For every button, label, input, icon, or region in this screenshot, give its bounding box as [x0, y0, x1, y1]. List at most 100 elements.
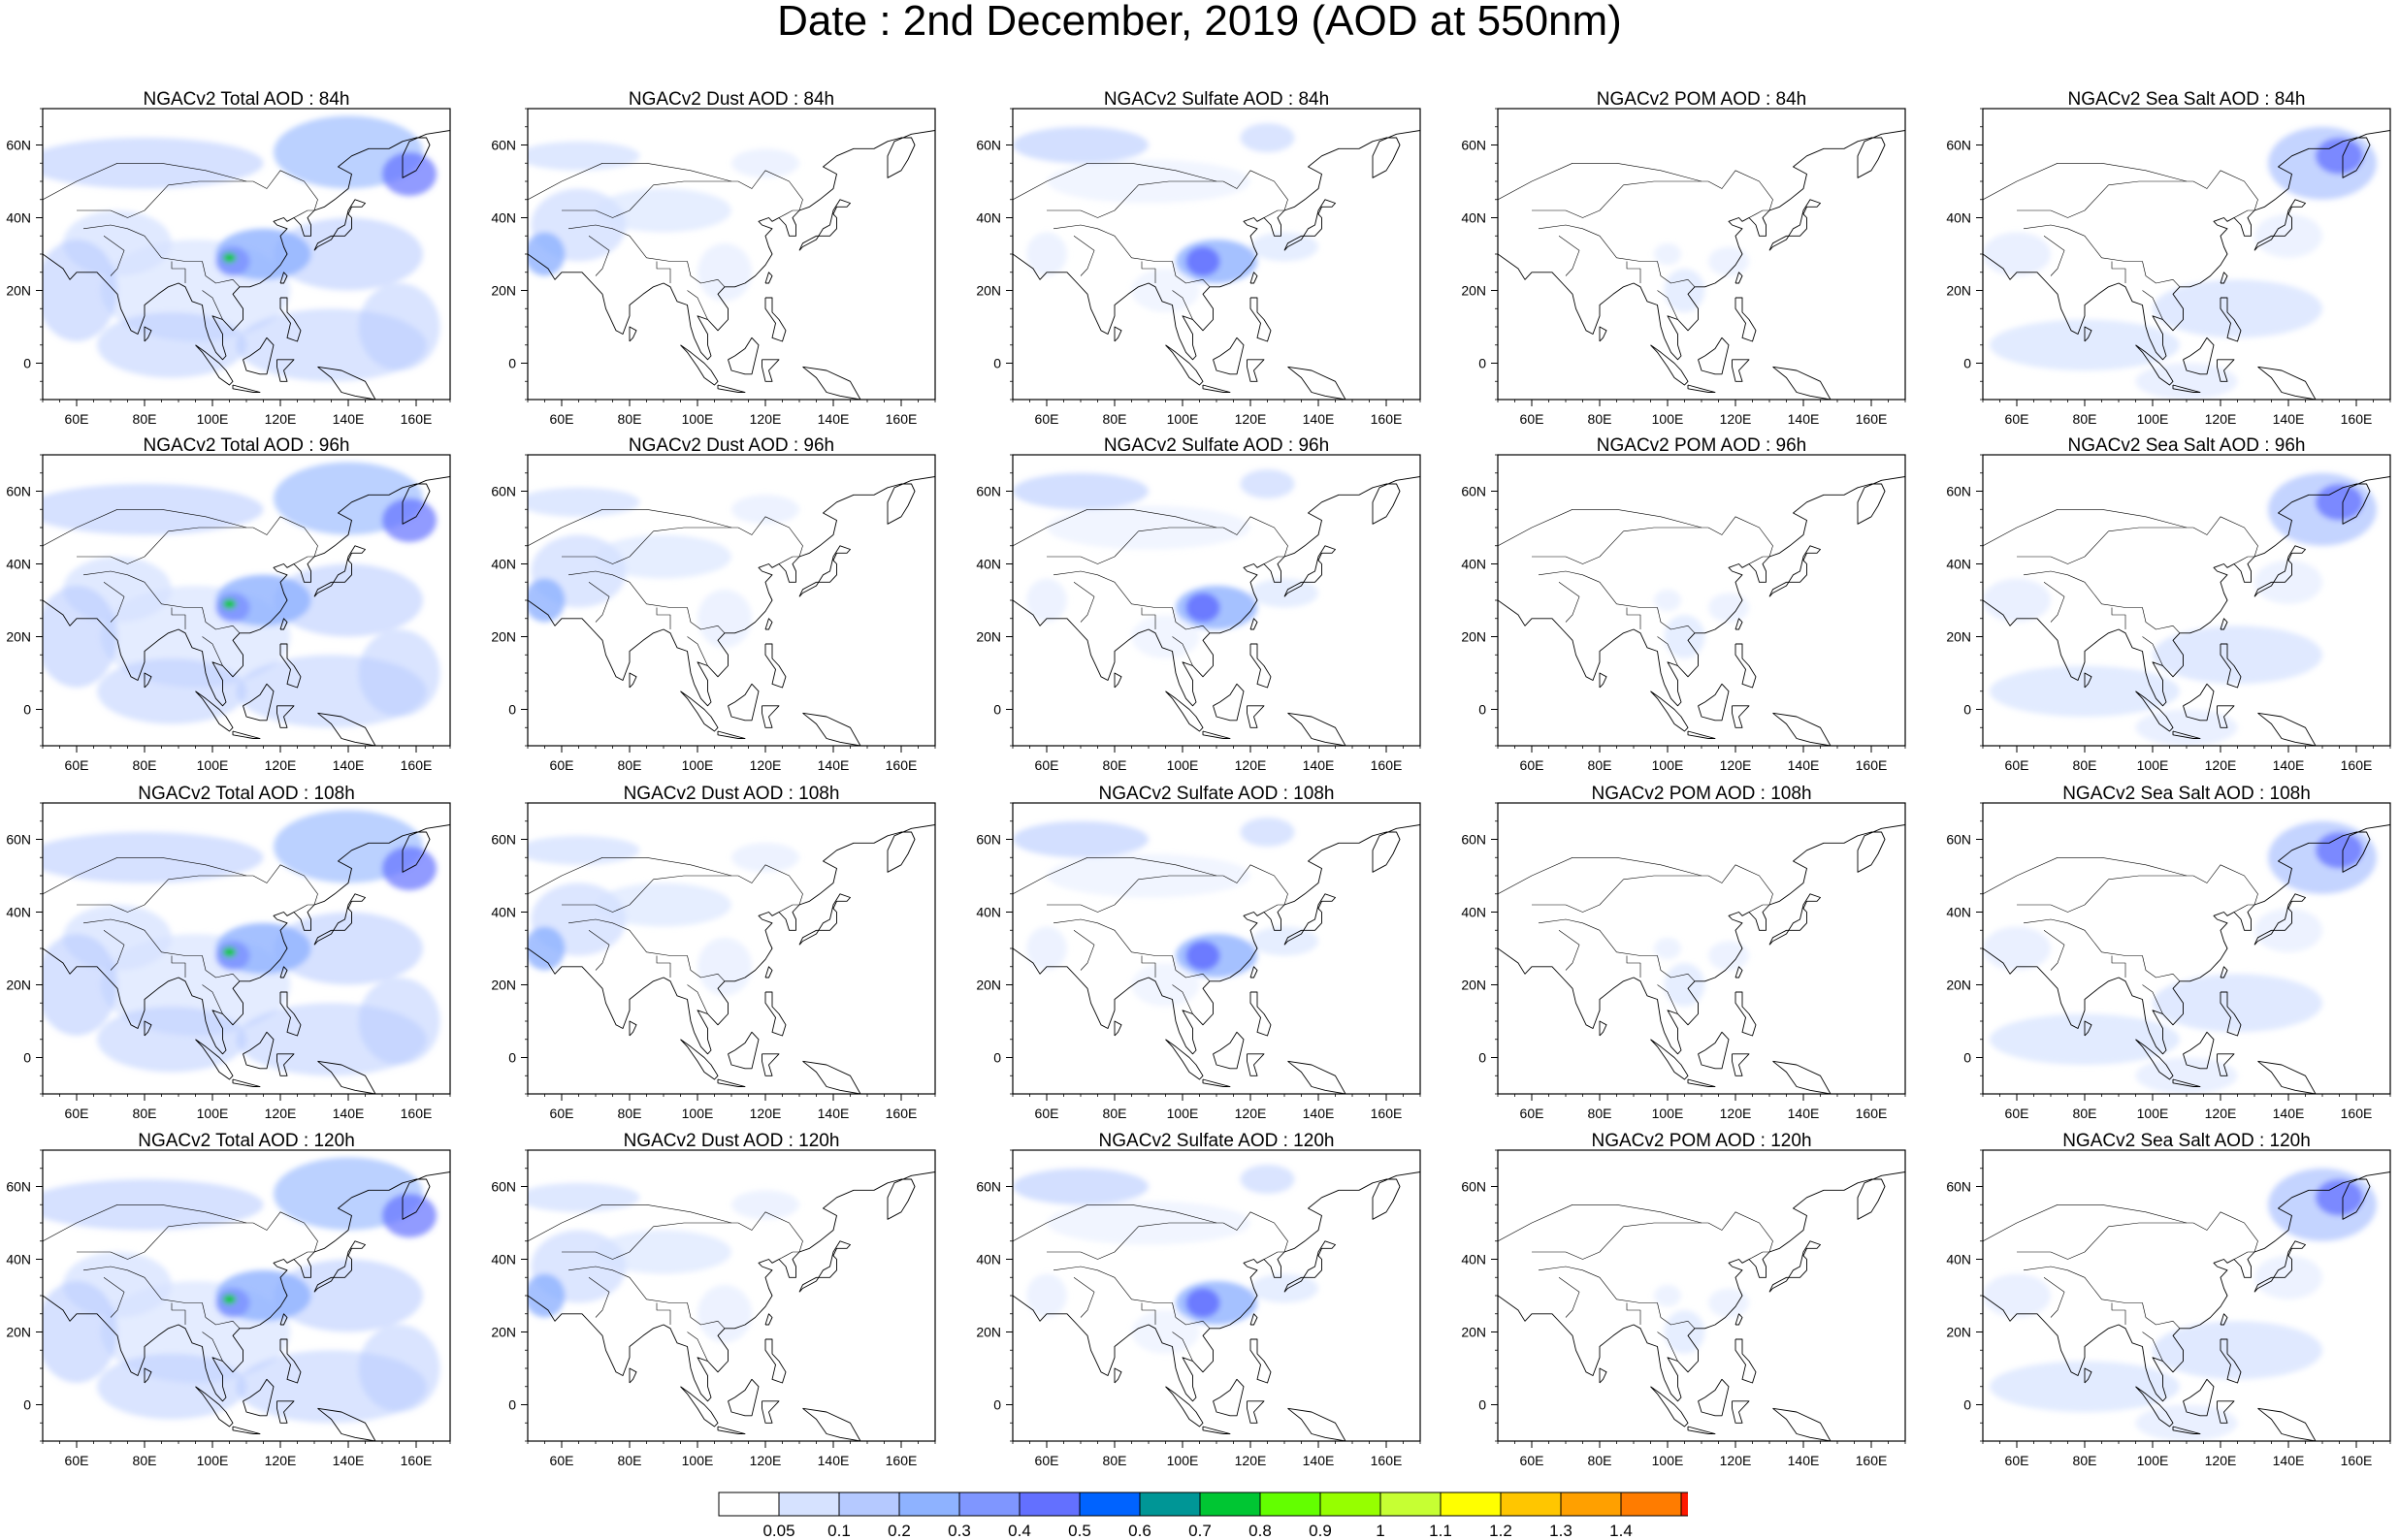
coastline [764, 1338, 787, 1384]
aod-contour [43, 1281, 117, 1383]
colorbar-box [1319, 1492, 1381, 1517]
aod-map: 60E 80E 100E 120E 140E 160E 60N 40N 20N 0 [1461, 454, 1906, 773]
lon-tick-label: 60E [2005, 411, 2029, 427]
coastline [1013, 130, 1420, 361]
country-border [1657, 636, 1678, 666]
lon-tick-label: 100E [2137, 757, 2169, 773]
lat-tick-label: 0 [1963, 702, 1971, 718]
country-border [588, 236, 610, 276]
lon-tick-label: 140E [2273, 757, 2305, 773]
aod-contour [1047, 159, 1250, 204]
country-border [2023, 918, 2181, 982]
country-border [2142, 984, 2163, 1014]
country-border [528, 856, 732, 895]
lon-tick-label: 120E [1720, 757, 1752, 773]
lon-tick-label: 160E [1371, 757, 1403, 773]
country-border [2111, 955, 2126, 978]
coastline [1249, 618, 1258, 630]
lon-tick-label: 100E [1167, 757, 1199, 773]
coastline [279, 297, 302, 342]
lat-tick-label: 0 [23, 702, 31, 718]
panel-title: NGACv2 Sulfate AOD : 120h [1098, 1131, 1335, 1151]
country-border [2142, 290, 2163, 320]
lat-tick-label: 60N [6, 138, 31, 153]
lat-tick-label: 20N [976, 1325, 1001, 1340]
country-border [77, 556, 146, 564]
country-border [1558, 1277, 1580, 1318]
coastline [1165, 1039, 1204, 1080]
country-border [1532, 1251, 1601, 1260]
coastline [279, 618, 288, 630]
map-background [1498, 1150, 1905, 1441]
coastline [2183, 1031, 2215, 1070]
country-border [1073, 236, 1095, 276]
coastline [717, 384, 746, 393]
colorbar-box [778, 1492, 840, 1517]
lon-tick-label: 140E [818, 757, 850, 773]
coastline [1650, 690, 1689, 732]
coastline [43, 476, 450, 707]
map-panel: NGACv2 Total AOD : 108h 60E 80E 100E 120E 140… [0, 784, 485, 1133]
aod-contour [43, 586, 117, 688]
coastline [1247, 359, 1265, 382]
lon-tick-label: 100E [197, 1453, 229, 1468]
lon-tick-label: 80E [1588, 1453, 1612, 1468]
colorbar-box [1560, 1492, 1622, 1517]
coastline [1287, 366, 1346, 400]
lon-tick-label: 60E [1520, 411, 1544, 427]
aod-contour [1708, 941, 1749, 971]
lon-tick-label: 120E [2205, 1106, 2237, 1121]
coastline [313, 893, 366, 946]
coastline [1732, 705, 1750, 728]
coastline [2183, 683, 2215, 722]
country-border [1013, 508, 1217, 547]
coastline [1247, 705, 1265, 728]
coastline [680, 1039, 719, 1080]
coastline [279, 991, 302, 1037]
lat-tick-label: 60N [491, 832, 516, 848]
coastline [764, 966, 773, 979]
lat-tick-label: 0 [23, 1050, 31, 1066]
coastline [802, 366, 861, 400]
aod-contour [1708, 593, 1749, 623]
aod-contour [2254, 908, 2322, 952]
country-border [562, 209, 631, 218]
lat-tick-label: 20N [6, 283, 31, 299]
country-border [1114, 170, 1288, 211]
lon-tick-label: 160E [1371, 1106, 1403, 1121]
lat-tick-label: 60N [491, 138, 516, 153]
lat-tick-label: 0 [993, 702, 1001, 718]
lat-tick-label: 40N [1461, 210, 1486, 226]
lon-tick-label: 80E [133, 1106, 157, 1121]
coastline [195, 1039, 234, 1080]
coastline [1983, 476, 2390, 707]
aod-contour [528, 487, 640, 517]
country-border [1599, 516, 1773, 558]
country-border [588, 930, 610, 971]
aod-contour [2153, 974, 2322, 1033]
coastline [1249, 297, 1272, 342]
lon-tick-label: 160E [1856, 757, 1888, 773]
coastline [279, 1338, 302, 1384]
coastline [528, 476, 935, 707]
coastline [2257, 1407, 2317, 1441]
lat-tick-label: 20N [976, 629, 1001, 645]
country-border [82, 570, 241, 634]
lon-tick-label: 120E [265, 757, 297, 773]
coastline [2172, 730, 2201, 739]
country-border [1626, 261, 1641, 283]
coastline [2220, 618, 2228, 630]
country-border [1626, 1302, 1641, 1325]
country-border [1599, 1211, 1773, 1253]
country-border [2017, 904, 2086, 913]
aod-contour [1026, 1273, 1067, 1318]
lon-tick-label: 60E [550, 411, 574, 427]
aod-map: 60E 80E 100E 120E 140E 160E 60N 40N 20N 0 [1946, 108, 2391, 427]
lat-tick-label: 40N [976, 1252, 1001, 1267]
country-border [778, 904, 799, 913]
country-border [1172, 984, 1193, 1014]
country-border [1983, 162, 2188, 201]
lon-tick-label: 160E [886, 1106, 918, 1121]
country-border [1983, 508, 2188, 547]
coastline [762, 705, 780, 728]
